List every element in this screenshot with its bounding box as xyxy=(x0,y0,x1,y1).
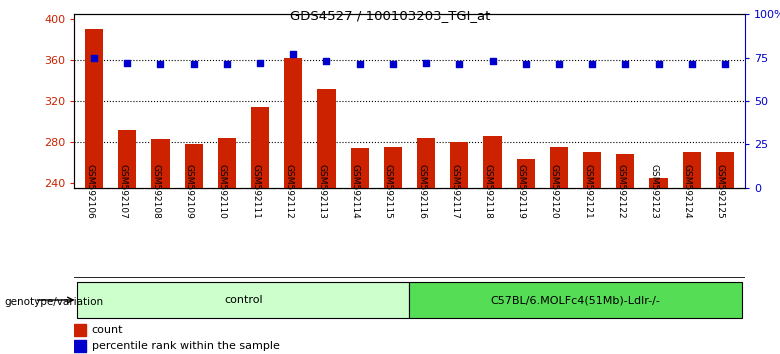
Bar xyxy=(74,340,86,353)
Point xyxy=(619,62,632,67)
Bar xyxy=(77,282,410,318)
Text: GSM592108: GSM592108 xyxy=(151,164,161,219)
Point xyxy=(686,62,698,67)
Text: GSM592106: GSM592106 xyxy=(85,164,94,219)
Bar xyxy=(484,136,502,188)
Text: GSM592124: GSM592124 xyxy=(682,164,692,218)
Point xyxy=(221,62,233,67)
Text: percentile rank within the sample: percentile rank within the sample xyxy=(92,341,279,352)
Bar xyxy=(616,154,634,188)
Bar xyxy=(218,138,236,188)
Bar xyxy=(185,144,203,188)
Bar xyxy=(583,152,601,188)
Bar xyxy=(284,58,303,188)
Bar xyxy=(384,147,402,188)
Text: GSM592123: GSM592123 xyxy=(650,164,658,219)
Text: GSM592118: GSM592118 xyxy=(484,164,492,219)
Bar xyxy=(410,282,742,318)
Text: GDS4527 / 100103203_TGI_at: GDS4527 / 100103203_TGI_at xyxy=(290,9,490,22)
Point xyxy=(453,62,466,67)
Text: GSM592121: GSM592121 xyxy=(583,164,592,219)
Text: GSM592115: GSM592115 xyxy=(384,164,393,219)
Bar xyxy=(716,152,734,188)
Point xyxy=(154,62,167,67)
Bar xyxy=(251,107,269,188)
Point xyxy=(254,60,266,65)
Text: genotype/variation: genotype/variation xyxy=(4,297,103,307)
Point xyxy=(321,58,333,64)
Text: GSM592116: GSM592116 xyxy=(417,164,426,219)
Point xyxy=(353,62,366,67)
Text: GSM592112: GSM592112 xyxy=(284,164,293,219)
Bar xyxy=(417,138,435,188)
Bar xyxy=(450,142,469,188)
Text: GSM592113: GSM592113 xyxy=(317,164,327,219)
Point xyxy=(387,62,399,67)
Point xyxy=(121,60,133,65)
Point xyxy=(718,62,731,67)
Text: GSM592110: GSM592110 xyxy=(218,164,227,219)
Bar xyxy=(650,178,668,188)
Point xyxy=(420,60,432,65)
Text: GSM592111: GSM592111 xyxy=(251,164,260,219)
Bar xyxy=(682,152,701,188)
Bar xyxy=(74,324,86,336)
Point xyxy=(287,51,300,57)
Text: GSM592107: GSM592107 xyxy=(119,164,127,219)
Bar xyxy=(118,131,136,188)
Text: GSM592119: GSM592119 xyxy=(516,164,526,219)
Text: C57BL/6.MOLFc4(51Mb)-Ldlr-/-: C57BL/6.MOLFc4(51Mb)-Ldlr-/- xyxy=(491,295,661,305)
Bar xyxy=(550,147,568,188)
Text: GSM592117: GSM592117 xyxy=(450,164,459,219)
Bar xyxy=(516,159,535,188)
Bar xyxy=(151,139,169,188)
Bar xyxy=(317,88,335,188)
Point xyxy=(519,62,532,67)
Text: count: count xyxy=(92,325,123,336)
Text: GSM592125: GSM592125 xyxy=(716,164,725,219)
Point xyxy=(652,62,665,67)
Point xyxy=(586,62,598,67)
Bar xyxy=(350,148,369,188)
Text: GSM592120: GSM592120 xyxy=(550,164,559,219)
Text: control: control xyxy=(224,295,263,305)
Point xyxy=(88,55,101,61)
Text: GSM592114: GSM592114 xyxy=(351,164,360,219)
Text: GSM592122: GSM592122 xyxy=(616,164,626,218)
Point xyxy=(187,62,200,67)
Point xyxy=(486,58,498,64)
Bar xyxy=(85,29,103,188)
Text: GSM592109: GSM592109 xyxy=(185,164,193,219)
Point xyxy=(553,62,566,67)
